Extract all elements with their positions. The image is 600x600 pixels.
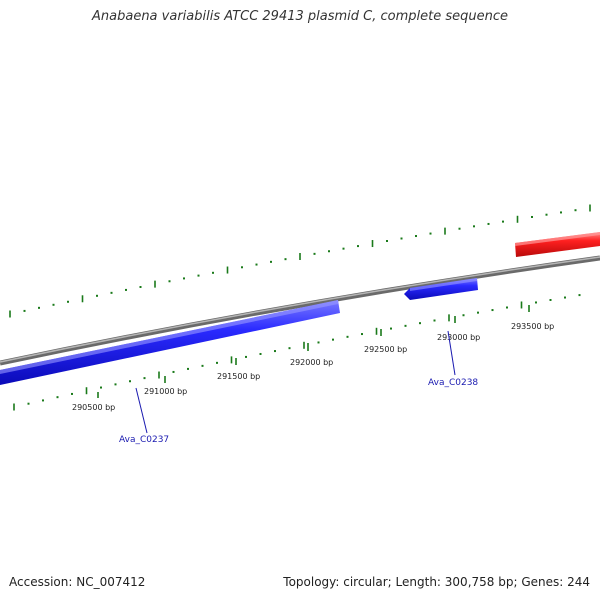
outer-tick-ring [9,204,591,318]
gene-callout-Ava_C0237[interactable]: Ava_C0237 [119,387,169,445]
gene-Ava_C0237[interactable] [0,300,340,385]
topology-summary: Topology: circular; Length: 300,758 bp; … [283,575,590,589]
gene-forward-red[interactable] [515,232,600,257]
map-title: Anabaena variabilis ATCC 29413 plasmid C… [92,9,508,24]
gene-callout-Ava_C0238[interactable]: Ava_C0238 [428,330,478,388]
gene-label-Ava_C0237[interactable]: Ava_C0237 [119,435,169,445]
bp-label-291000: 291000 bp [144,387,187,396]
gene-label-Ava_C0238[interactable]: Ava_C0238 [428,378,478,388]
bp-label-293500: 293500 bp [511,322,554,331]
bp-label-292000: 292000 bp [290,358,333,367]
bp-label-293000: 293000 bp [437,333,480,342]
bp-label-292500: 292500 bp [364,345,407,354]
bp-tick-labels: 290500 bp 291000 bp 291500 bp 292000 bp … [72,305,554,412]
inner-tick-ring [13,294,581,411]
plasmid-backbone [0,255,600,366]
accession-text: Accession: NC_007412 [9,575,146,589]
gene-Ava_C0238[interactable] [404,278,478,300]
bp-label-290500: 290500 bp [72,403,115,412]
bp-label-291500: 291500 bp [217,372,260,381]
